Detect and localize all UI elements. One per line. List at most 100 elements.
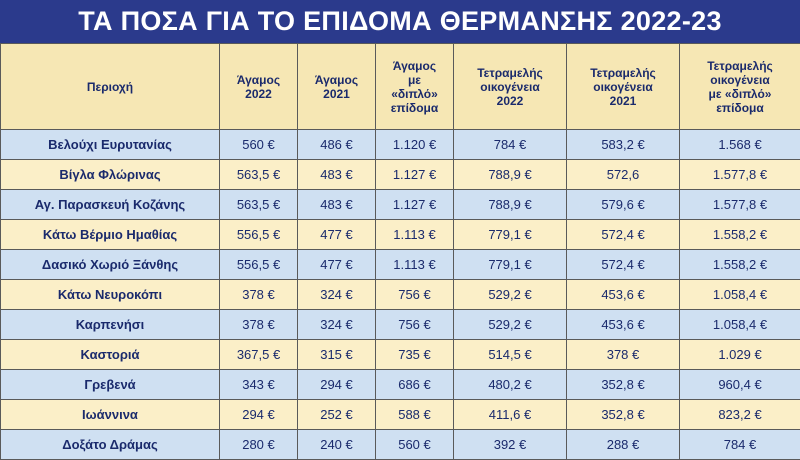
amount-cell: 324 € <box>298 280 376 310</box>
amount-cell: 960,4 € <box>680 370 800 400</box>
amount-cell: 453,6 € <box>567 310 680 340</box>
region-cell: Δασικό Χωριό Ξάνθης <box>1 250 220 280</box>
column-header-line: οικογένεια <box>458 80 562 94</box>
amount-cell: 453,6 € <box>567 280 680 310</box>
page-title: ΤΑ ΠΟΣΑ ΓΙΑ ΤΟ ΕΠΙΔΟΜΑ ΘΕΡΜΑΝΣΗΣ 2022-23 <box>78 6 722 37</box>
column-header-line: Άγαμος <box>302 73 371 87</box>
amount-cell: 483 € <box>298 190 376 220</box>
amount-cell: 240 € <box>298 430 376 460</box>
amount-cell: 1.058,4 € <box>680 310 800 340</box>
amount-cell: 1.113 € <box>376 220 454 250</box>
column-header: Περιοχή <box>1 44 220 130</box>
column-header-line: με <box>380 73 449 87</box>
amount-cell: 514,5 € <box>454 340 567 370</box>
amount-cell: 556,5 € <box>220 220 298 250</box>
amount-cell: 735 € <box>376 340 454 370</box>
amount-cell: 788,9 € <box>454 160 567 190</box>
amount-cell: 572,4 € <box>567 250 680 280</box>
amount-cell: 529,2 € <box>454 280 567 310</box>
region-cell: Ιωάννινα <box>1 400 220 430</box>
amount-cell: 1.120 € <box>376 130 454 160</box>
region-cell: Κάτω Νευροκόπι <box>1 280 220 310</box>
amount-cell: 378 € <box>567 340 680 370</box>
column-header-line: 2021 <box>571 94 675 108</box>
column-header-line: οικογένεια <box>684 73 796 87</box>
amount-cell: 563,5 € <box>220 160 298 190</box>
amount-cell: 324 € <box>298 310 376 340</box>
amount-cell: 784 € <box>454 130 567 160</box>
amount-cell: 280 € <box>220 430 298 460</box>
column-header-line: επίδομα <box>684 101 796 115</box>
amount-cell: 483 € <box>298 160 376 190</box>
amount-cell: 588 € <box>376 400 454 430</box>
amount-cell: 823,2 € <box>680 400 800 430</box>
amount-cell: 378 € <box>220 280 298 310</box>
amount-cell: 560 € <box>220 130 298 160</box>
column-header-line: Άγαμος <box>224 73 293 87</box>
amount-cell: 315 € <box>298 340 376 370</box>
amount-cell: 788,9 € <box>454 190 567 220</box>
amount-cell: 1.577,8 € <box>680 190 800 220</box>
column-header-line: 2022 <box>224 87 293 101</box>
column-header-line: Περιοχή <box>5 80 215 94</box>
amount-cell: 583,2 € <box>567 130 680 160</box>
amount-cell: 411,6 € <box>454 400 567 430</box>
amount-cell: 486 € <box>298 130 376 160</box>
amount-cell: 1.058,4 € <box>680 280 800 310</box>
column-header-line: Άγαμος <box>380 59 449 73</box>
amount-cell: 378 € <box>220 310 298 340</box>
column-header-line: επίδομα <box>380 101 449 115</box>
amount-cell: 1.029 € <box>680 340 800 370</box>
amount-cell: 560 € <box>376 430 454 460</box>
region-cell: Κάτω Βέρμιο Ημαθίας <box>1 220 220 250</box>
amount-cell: 779,1 € <box>454 220 567 250</box>
title-banner: ΤΑ ΠΟΣΑ ΓΙΑ ΤΟ ΕΠΙΔΟΜΑ ΘΕΡΜΑΝΣΗΣ 2022-23 <box>0 0 800 43</box>
amount-cell: 288 € <box>567 430 680 460</box>
region-cell: Βίγλα Φλώρινας <box>1 160 220 190</box>
amount-cell: 529,2 € <box>454 310 567 340</box>
column-header-line: με «διπλό» <box>684 87 796 101</box>
region-cell: Βελούχι Ευρυτανίας <box>1 130 220 160</box>
region-cell: Καστοριά <box>1 340 220 370</box>
column-header-line: οικογένεια <box>571 80 675 94</box>
amount-cell: 572,6 <box>567 160 680 190</box>
amount-cell: 579,6 € <box>567 190 680 220</box>
amount-cell: 1.568 € <box>680 130 800 160</box>
amount-cell: 1.127 € <box>376 190 454 220</box>
amount-cell: 294 € <box>220 400 298 430</box>
amount-cell: 756 € <box>376 280 454 310</box>
amount-cell: 556,5 € <box>220 250 298 280</box>
amount-cell: 756 € <box>376 310 454 340</box>
amount-cell: 1.558,2 € <box>680 220 800 250</box>
column-header-line: «διπλό» <box>380 87 449 101</box>
amount-cell: 392 € <box>454 430 567 460</box>
amount-cell: 572,4 € <box>567 220 680 250</box>
amount-cell: 686 € <box>376 370 454 400</box>
column-header-line: Τετραμελής <box>684 59 796 73</box>
column-header-line: 2021 <box>302 87 371 101</box>
amount-cell: 352,8 € <box>567 400 680 430</box>
region-cell: Καρπενήσι <box>1 310 220 340</box>
column-header-line: 2022 <box>458 94 562 108</box>
amount-cell: 563,5 € <box>220 190 298 220</box>
amount-cell: 477 € <box>298 250 376 280</box>
amount-cell: 1.558,2 € <box>680 250 800 280</box>
amount-cell: 1.127 € <box>376 160 454 190</box>
region-cell: Αγ. Παρασκευή Κοζάνης <box>1 190 220 220</box>
